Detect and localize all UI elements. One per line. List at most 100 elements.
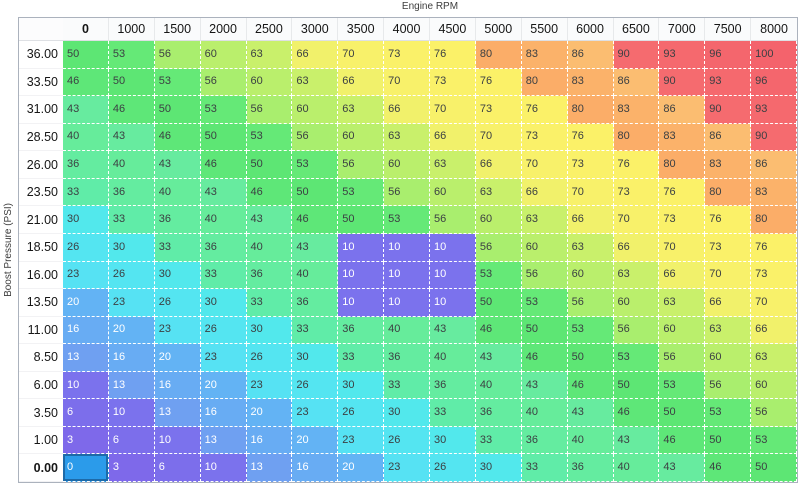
grid-cell[interactable]: 10 — [430, 289, 476, 317]
row-header[interactable]: 28.50 — [19, 123, 63, 152]
row-header[interactable]: 33.50 — [19, 68, 63, 97]
grid-cell[interactable]: 26 — [384, 426, 430, 455]
grid-cell[interactable]: 66 — [751, 316, 797, 345]
grid-cell[interactable]: 43 — [521, 371, 568, 400]
row-header[interactable]: 0.00 — [19, 454, 63, 482]
grid-cell[interactable]: 40 — [63, 123, 109, 152]
grid-cell[interactable]: 90 — [705, 96, 752, 124]
grid-cell[interactable]: 36 — [246, 261, 293, 290]
grid-cell[interactable]: 70 — [613, 206, 660, 234]
grid-cell[interactable]: 63 — [613, 261, 660, 290]
grid-cell[interactable]: 16 — [108, 344, 155, 372]
grid-cell[interactable]: 13 — [200, 426, 247, 455]
grid-cell[interactable]: 43 — [659, 454, 706, 482]
grid-cell[interactable]: 60 — [521, 233, 568, 262]
col-header[interactable]: 1000 — [108, 18, 155, 41]
grid-cell[interactable]: 70 — [338, 41, 385, 69]
grid-cell[interactable]: 70 — [705, 261, 752, 290]
grid-cell[interactable]: 10 — [200, 454, 247, 482]
grid-cell[interactable]: 36 — [154, 206, 201, 234]
grid-cell[interactable]: 46 — [705, 454, 752, 482]
grid-cell[interactable]: 43 — [154, 151, 201, 179]
grid-cell[interactable]: 63 — [751, 344, 797, 372]
grid-cell[interactable]: 80 — [705, 178, 752, 207]
grid-cell[interactable]: 63 — [567, 233, 614, 262]
grid-cell[interactable]: 53 — [200, 96, 247, 124]
grid-cell[interactable]: 50 — [154, 96, 201, 124]
col-header[interactable]: 4000 — [384, 18, 430, 41]
grid-cell[interactable]: 50 — [246, 151, 293, 179]
grid-cell[interactable]: 66 — [613, 233, 660, 262]
grid-cell[interactable]: 66 — [567, 206, 614, 234]
grid-cell[interactable]: 56 — [659, 344, 706, 372]
grid-cell[interactable]: 46 — [659, 426, 706, 455]
grid-cell[interactable]: 56 — [338, 151, 385, 179]
grid-cell[interactable]: 43 — [63, 96, 109, 124]
grid-cell[interactable]: 50 — [108, 68, 155, 97]
grid-cell[interactable]: 66 — [705, 289, 752, 317]
col-header[interactable]: 2500 — [246, 18, 293, 41]
grid-cell[interactable]: 86 — [659, 96, 706, 124]
grid-cell[interactable]: 50 — [751, 454, 797, 482]
grid-cell[interactable]: 23 — [292, 399, 339, 427]
grid-cell[interactable]: 53 — [613, 344, 660, 372]
grid-cell[interactable]: 23 — [338, 426, 385, 455]
grid-cell[interactable]: 20 — [108, 316, 155, 345]
grid-cell[interactable]: 73 — [613, 178, 660, 207]
grid-cell[interactable]: 26 — [430, 454, 476, 482]
grid-cell[interactable]: 56 — [613, 316, 660, 345]
grid-cell[interactable]: 66 — [338, 68, 385, 97]
grid-cell[interactable]: 33 — [200, 261, 247, 290]
grid-cell[interactable]: 36 — [567, 454, 614, 482]
grid-cell[interactable]: 33 — [63, 178, 109, 207]
row-header[interactable]: 1.00 — [19, 426, 63, 455]
grid-cell[interactable]: 73 — [751, 261, 797, 290]
grid-cell[interactable]: 50 — [705, 426, 752, 455]
grid-cell[interactable]: 46 — [292, 206, 339, 234]
grid-cell[interactable]: 93 — [705, 68, 752, 97]
col-header[interactable]: 7500 — [705, 18, 752, 41]
grid-cell[interactable]: 53 — [659, 371, 706, 400]
grid-cell[interactable]: 53 — [154, 68, 201, 97]
grid-cell[interactable]: 86 — [613, 68, 660, 97]
grid-cell[interactable]: 60 — [567, 261, 614, 290]
grid-cell[interactable]: 66 — [292, 41, 339, 69]
grid-cell[interactable]: 46 — [613, 399, 660, 427]
grid-cell[interactable]: 30 — [338, 371, 385, 400]
grid-cell[interactable]: 50 — [292, 178, 339, 207]
grid-cell[interactable]: 23 — [63, 261, 109, 290]
selected-cell[interactable]: 0 — [63, 454, 109, 482]
grid-cell[interactable]: 63 — [292, 68, 339, 97]
grid-cell[interactable]: 43 — [613, 426, 660, 455]
grid-cell[interactable]: 30 — [475, 454, 522, 482]
grid-cell[interactable]: 100 — [751, 41, 797, 69]
col-header[interactable]: 3000 — [292, 18, 339, 41]
grid-cell[interactable]: 50 — [200, 123, 247, 152]
col-header[interactable]: 6000 — [567, 18, 614, 41]
grid-cell[interactable]: 56 — [384, 178, 430, 207]
grid-cell[interactable]: 60 — [246, 68, 293, 97]
grid-cell[interactable]: 26 — [200, 316, 247, 345]
grid-cell[interactable]: 33 — [338, 344, 385, 372]
grid-cell[interactable]: 36 — [292, 289, 339, 317]
row-header[interactable]: 3.50 — [19, 399, 63, 427]
grid-cell[interactable]: 80 — [613, 123, 660, 152]
row-header[interactable]: 36.00 — [19, 41, 63, 69]
grid-cell[interactable]: 76 — [659, 178, 706, 207]
grid-cell[interactable]: 56 — [200, 68, 247, 97]
grid-cell[interactable]: 10 — [108, 399, 155, 427]
grid-cell[interactable]: 96 — [751, 68, 797, 97]
grid-cell[interactable]: 73 — [659, 206, 706, 234]
grid-cell[interactable]: 13 — [108, 371, 155, 400]
grid-cell[interactable]: 10 — [154, 426, 201, 455]
grid-cell[interactable]: 73 — [567, 151, 614, 179]
grid-cell[interactable]: 53 — [705, 399, 752, 427]
grid-cell[interactable]: 73 — [475, 96, 522, 124]
grid-cell[interactable]: 53 — [246, 123, 293, 152]
grid-cell[interactable]: 53 — [567, 316, 614, 345]
grid-cell[interactable]: 73 — [384, 41, 430, 69]
grid-cell[interactable]: 56 — [246, 96, 293, 124]
grid-cell[interactable]: 60 — [659, 316, 706, 345]
grid-cell[interactable]: 56 — [567, 289, 614, 317]
grid-cell[interactable]: 90 — [659, 68, 706, 97]
